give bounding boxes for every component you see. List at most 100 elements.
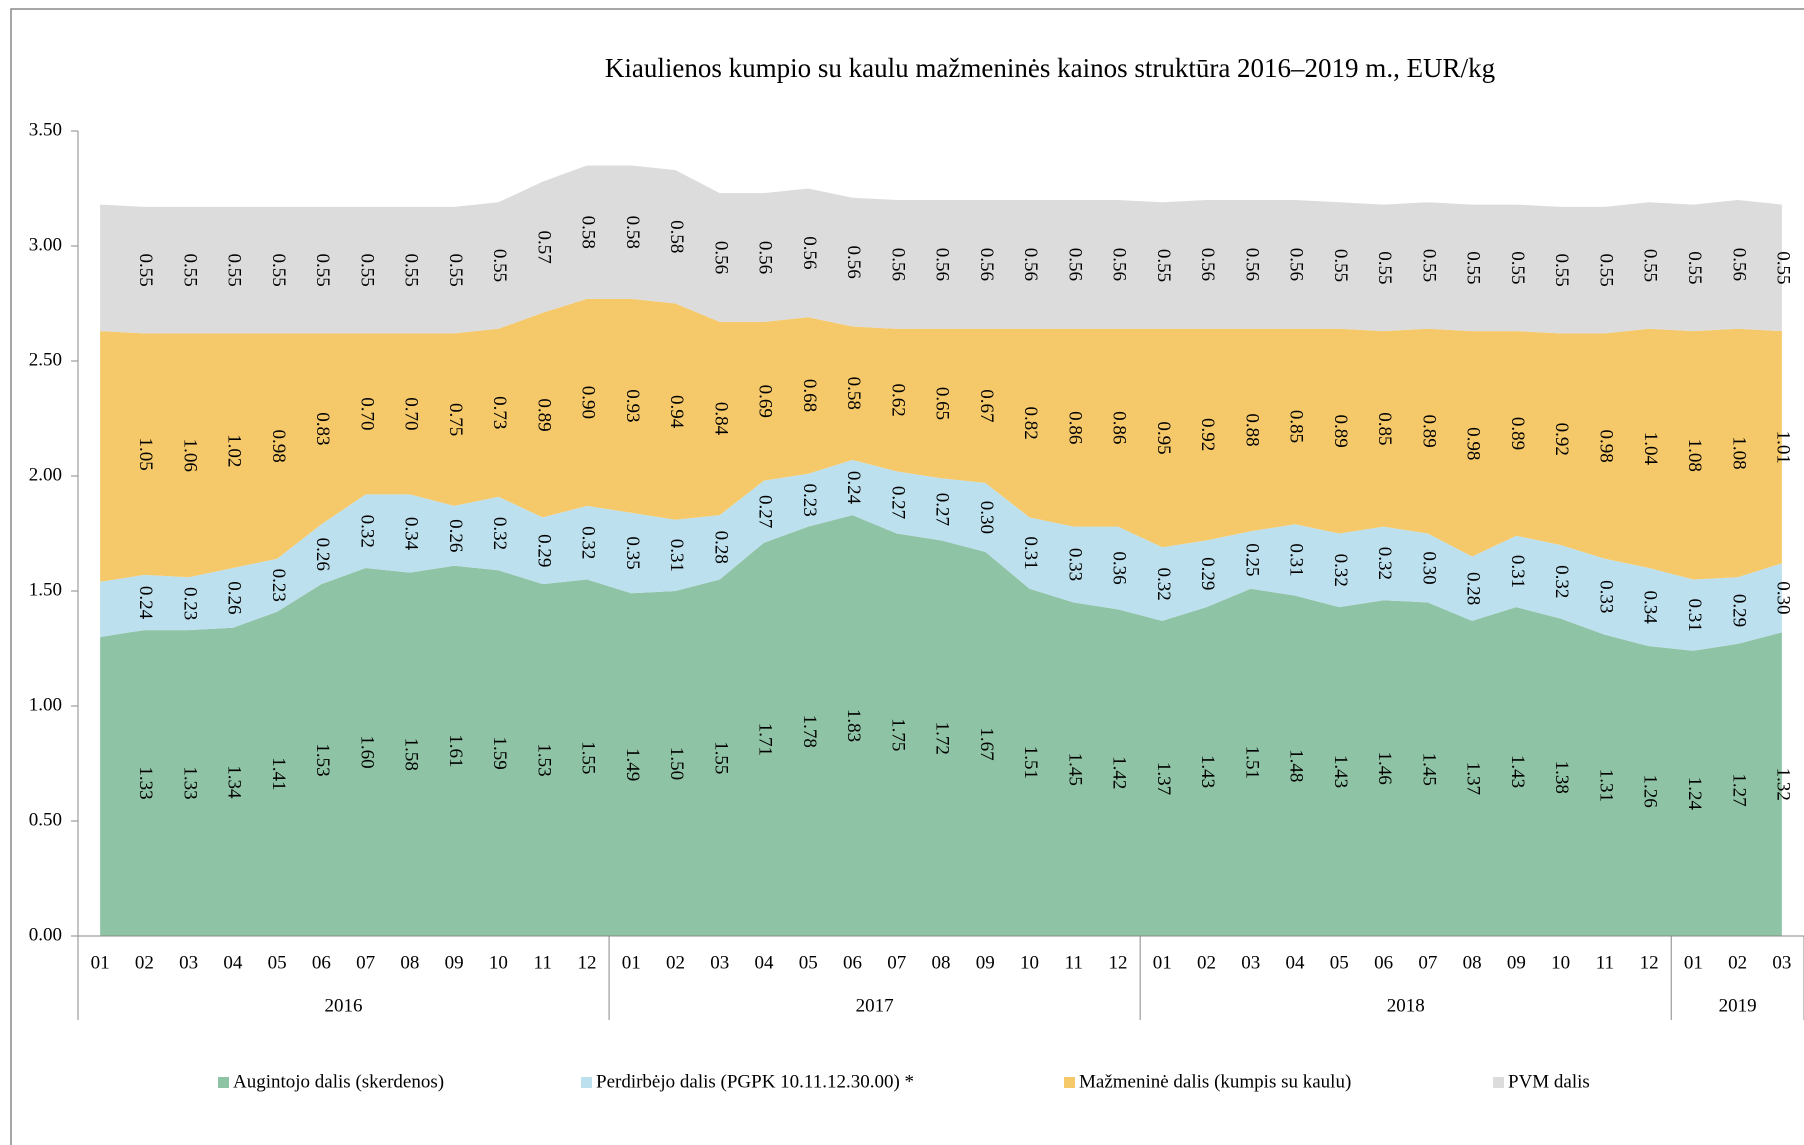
- data-label: 1.33: [179, 766, 200, 799]
- data-label: 1.05: [135, 438, 156, 471]
- data-label: 0.55: [1684, 251, 1705, 284]
- data-label: 0.82: [1020, 406, 1041, 439]
- data-label: 1.27: [1728, 773, 1749, 806]
- data-label: 1.43: [1330, 755, 1351, 788]
- year-label: 2018: [1387, 995, 1425, 1016]
- data-label: 0.58: [578, 216, 599, 249]
- data-label: 1.04: [1640, 432, 1661, 466]
- data-label: 0.55: [135, 254, 156, 287]
- data-label: 1.55: [710, 741, 731, 774]
- data-label: 1.24: [1684, 777, 1705, 811]
- x-tick-label: 06: [312, 952, 331, 973]
- x-tick-label: 05: [268, 952, 287, 973]
- data-label: 0.55: [1153, 249, 1174, 282]
- data-label: 0.55: [1463, 251, 1484, 284]
- x-tick-label: 11: [1596, 952, 1614, 973]
- data-label: 1.02: [224, 434, 245, 467]
- y-tick-label: 2.50: [29, 349, 62, 370]
- data-label: 0.58: [666, 220, 687, 253]
- data-label: 1.67: [976, 727, 997, 760]
- data-label: 1.75: [887, 718, 908, 751]
- x-tick-label: 09: [976, 952, 995, 973]
- data-label: 0.56: [976, 248, 997, 281]
- x-tick-label: 09: [445, 952, 464, 973]
- data-label: 1.38: [1551, 761, 1572, 794]
- data-label: 0.68: [799, 379, 820, 412]
- x-tick-label: 02: [1728, 952, 1747, 973]
- year-label: 2017: [856, 995, 894, 1016]
- data-label: 0.32: [489, 517, 510, 550]
- legend-label: Perdirbėjo dalis (PGPK 10.11.12.30.00) *: [596, 1071, 914, 1092]
- data-label: 0.24: [135, 586, 156, 620]
- data-label: 1.61: [445, 734, 466, 767]
- data-label: 1.43: [1507, 755, 1528, 788]
- data-label: 0.58: [843, 377, 864, 410]
- legend-swatch: [1064, 1077, 1075, 1088]
- x-tick-label: 07: [887, 952, 906, 973]
- data-label: 0.57: [533, 231, 554, 264]
- data-label: 0.55: [224, 254, 245, 287]
- legend-swatch: [581, 1077, 592, 1088]
- data-label: 0.55: [445, 254, 466, 287]
- data-label: 0.88: [1241, 413, 1262, 446]
- data-label: 0.56: [799, 236, 820, 269]
- data-label: 0.29: [1197, 557, 1218, 590]
- data-label: 0.32: [578, 526, 599, 559]
- x-tick-label: 02: [135, 952, 154, 973]
- data-label: 0.67: [976, 389, 997, 422]
- data-label: 0.98: [1463, 427, 1484, 460]
- data-label: 1.26: [1640, 774, 1661, 807]
- data-label: 1.32: [1773, 768, 1794, 801]
- data-label: 0.32: [1330, 554, 1351, 587]
- data-label: 0.36: [1109, 551, 1130, 584]
- year-label: 2016: [325, 995, 363, 1016]
- data-label: 0.83: [312, 412, 333, 445]
- data-label: 0.56: [710, 241, 731, 274]
- data-label: 1.42: [1109, 756, 1130, 789]
- data-label: 1.78: [799, 715, 820, 748]
- year-label: 2019: [1719, 995, 1757, 1016]
- x-tick-label: 02: [1197, 952, 1216, 973]
- y-tick-label: 3.50: [29, 119, 62, 140]
- x-tick-label: 06: [1374, 952, 1393, 973]
- x-tick-label: 03: [710, 952, 729, 973]
- data-label: 0.56: [887, 248, 908, 281]
- data-label: 1.49: [622, 748, 643, 781]
- data-label: 0.86: [1109, 411, 1130, 444]
- data-label: 0.23: [268, 569, 289, 602]
- x-tick-label: 11: [1065, 952, 1083, 973]
- x-tick-label: 01: [622, 952, 641, 973]
- data-label: 0.32: [1551, 565, 1572, 598]
- data-label: 0.55: [268, 254, 289, 287]
- x-tick-label: 03: [1772, 952, 1791, 973]
- y-tick-label: 1.50: [29, 579, 62, 600]
- data-label: 1.45: [1064, 753, 1085, 786]
- data-label: 1.60: [356, 735, 377, 768]
- data-label: 0.56: [755, 241, 776, 274]
- data-label: 0.62: [887, 383, 908, 416]
- data-label: 0.89: [1418, 415, 1439, 448]
- y-tick-label: 3.00: [29, 234, 62, 255]
- data-label: 0.30: [1773, 581, 1794, 614]
- data-label: 0.98: [268, 429, 289, 462]
- data-label: 1.01: [1773, 431, 1794, 464]
- data-label: 0.29: [1728, 594, 1749, 627]
- data-label: 0.86: [1064, 411, 1085, 444]
- data-label: 1.33: [135, 766, 156, 799]
- data-label: 0.24: [843, 471, 864, 505]
- data-label: 0.89: [1330, 415, 1351, 448]
- y-tick-label: 1.00: [29, 694, 62, 715]
- x-tick-label: 01: [91, 952, 110, 973]
- data-label: 1.41: [268, 757, 289, 790]
- data-label: 0.95: [1153, 421, 1174, 454]
- data-label: 1.37: [1463, 762, 1484, 795]
- data-label: 0.55: [1330, 249, 1351, 282]
- data-label: 0.73: [489, 396, 510, 429]
- data-label: 0.70: [401, 397, 422, 430]
- x-tick-label: 04: [754, 952, 774, 973]
- data-label: 1.48: [1286, 749, 1307, 782]
- x-tick-label: 10: [1020, 952, 1039, 973]
- data-label: 0.56: [1020, 248, 1041, 281]
- data-label: 0.75: [445, 403, 466, 436]
- data-label: 0.55: [1551, 254, 1572, 287]
